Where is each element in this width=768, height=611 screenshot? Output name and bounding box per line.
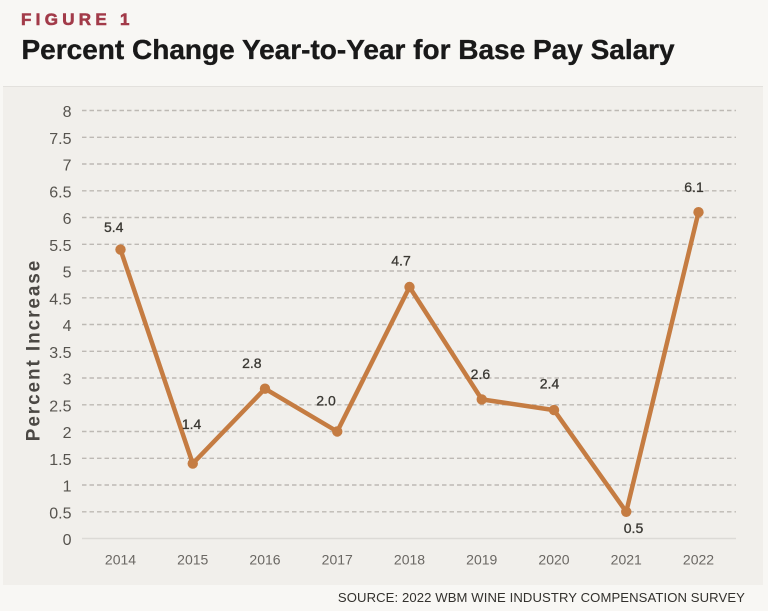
svg-text:5.4: 5.4 bbox=[104, 219, 124, 235]
svg-text:4.7: 4.7 bbox=[391, 252, 411, 268]
svg-text:7: 7 bbox=[63, 158, 72, 175]
svg-text:2019: 2019 bbox=[466, 551, 497, 567]
svg-text:1: 1 bbox=[63, 479, 72, 496]
svg-text:2016: 2016 bbox=[249, 551, 280, 567]
svg-text:8: 8 bbox=[63, 104, 72, 121]
svg-text:2017: 2017 bbox=[322, 551, 353, 567]
svg-text:2.8: 2.8 bbox=[242, 355, 262, 371]
svg-text:2.6: 2.6 bbox=[471, 366, 491, 382]
svg-text:5: 5 bbox=[63, 265, 72, 282]
svg-text:0.5: 0.5 bbox=[624, 520, 644, 536]
svg-text:2: 2 bbox=[63, 425, 72, 442]
svg-text:3: 3 bbox=[63, 372, 72, 389]
svg-text:2021: 2021 bbox=[611, 551, 642, 567]
svg-text:7.5: 7.5 bbox=[49, 131, 71, 148]
svg-text:0: 0 bbox=[63, 532, 72, 549]
svg-text:4: 4 bbox=[63, 318, 72, 335]
svg-text:2.0: 2.0 bbox=[316, 392, 336, 408]
svg-text:6: 6 bbox=[63, 211, 72, 228]
svg-text:2.4: 2.4 bbox=[540, 376, 560, 392]
svg-text:2022: 2022 bbox=[683, 551, 714, 567]
svg-text:5.5: 5.5 bbox=[49, 238, 71, 255]
svg-text:2014: 2014 bbox=[105, 551, 136, 567]
svg-text:4.5: 4.5 bbox=[49, 291, 71, 308]
svg-text:Percent Increase: Percent Increase bbox=[24, 259, 45, 442]
svg-text:6.1: 6.1 bbox=[684, 179, 704, 195]
svg-text:1.4: 1.4 bbox=[182, 416, 202, 432]
svg-text:2.5: 2.5 bbox=[49, 398, 71, 415]
svg-text:3.5: 3.5 bbox=[49, 345, 71, 362]
svg-text:0.5: 0.5 bbox=[49, 505, 71, 522]
svg-text:2020: 2020 bbox=[538, 551, 569, 567]
svg-text:1.5: 1.5 bbox=[49, 452, 71, 469]
svg-text:6.5: 6.5 bbox=[49, 184, 71, 201]
svg-text:2018: 2018 bbox=[394, 551, 425, 567]
svg-text:2015: 2015 bbox=[177, 551, 208, 567]
